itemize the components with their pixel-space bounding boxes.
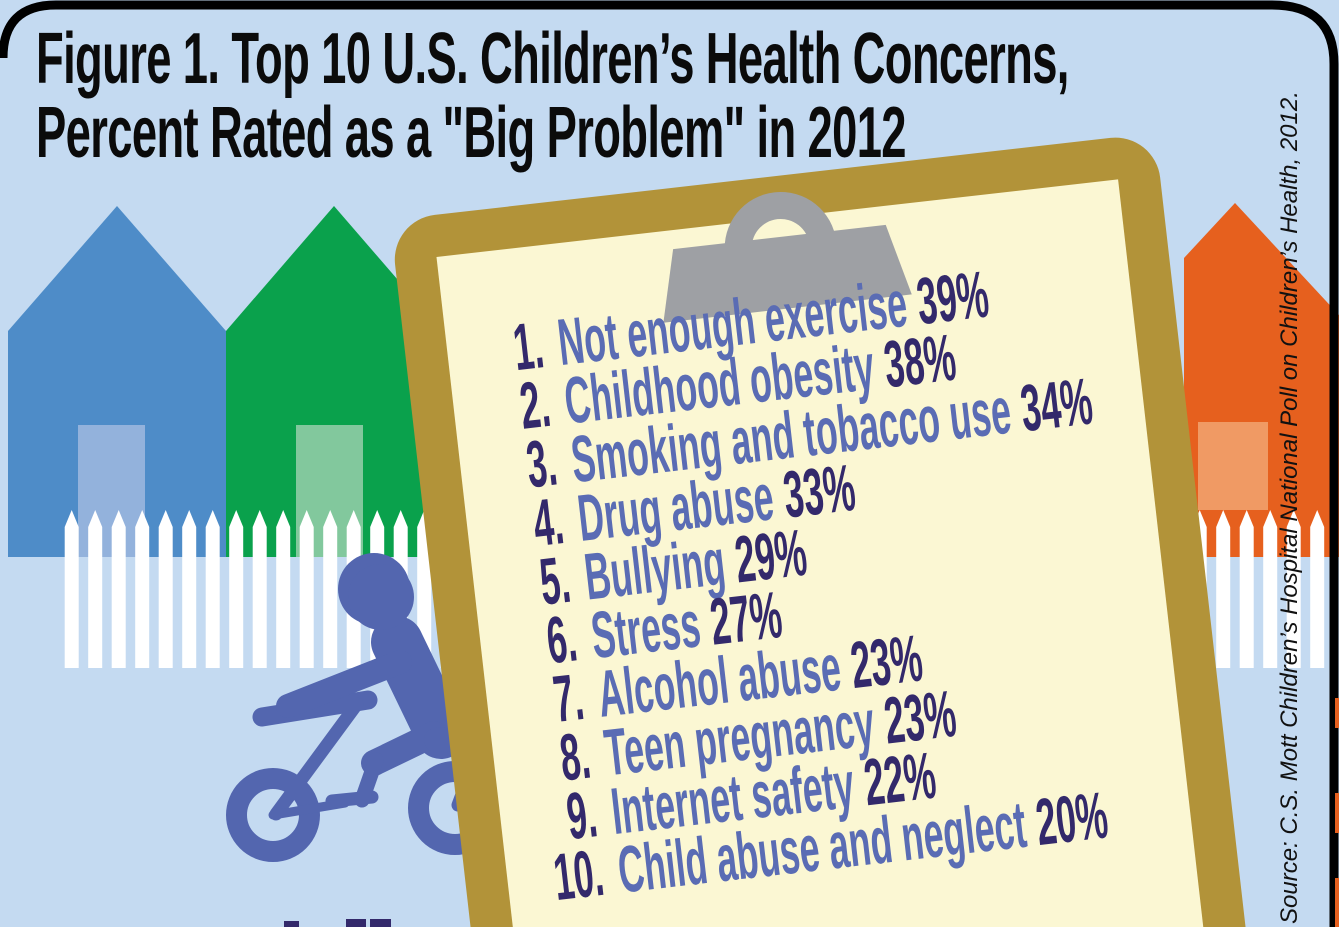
rider-helmet-head xyxy=(338,553,414,630)
item-rank: 10. xyxy=(549,834,608,914)
clipboard xyxy=(394,137,1248,927)
rider-thigh xyxy=(361,721,447,776)
item-value: 20% xyxy=(1032,777,1112,860)
tricycle-fork xyxy=(269,697,364,821)
orange-house-door xyxy=(1198,422,1268,510)
figure-title-line2: Percent Rated as a "Big Problem" in 2012 xyxy=(36,93,907,173)
clipboard-clip xyxy=(663,192,912,323)
rider-arm xyxy=(276,650,412,718)
tricycle-front-wheel xyxy=(226,768,320,862)
figure-title-line1: Figure 1. Top 10 U.S. Children’s Health … xyxy=(36,19,1069,99)
rider-shin xyxy=(354,752,384,808)
cutoff-text-fragment xyxy=(284,919,391,927)
orange-house xyxy=(1184,203,1339,557)
concerns-list: 1. Not enough exercise39% 2. Childhood obe… xyxy=(454,194,1339,914)
source-note: Source: C.S. Mott Children’s Hospital Na… xyxy=(1276,91,1303,924)
figure-title: Figure 1. Top 10 U.S. Children’s Health … xyxy=(36,22,1339,170)
clipboard-paper xyxy=(436,179,1216,927)
right-edge-fragments xyxy=(1335,698,1339,927)
clip-base xyxy=(663,224,912,323)
